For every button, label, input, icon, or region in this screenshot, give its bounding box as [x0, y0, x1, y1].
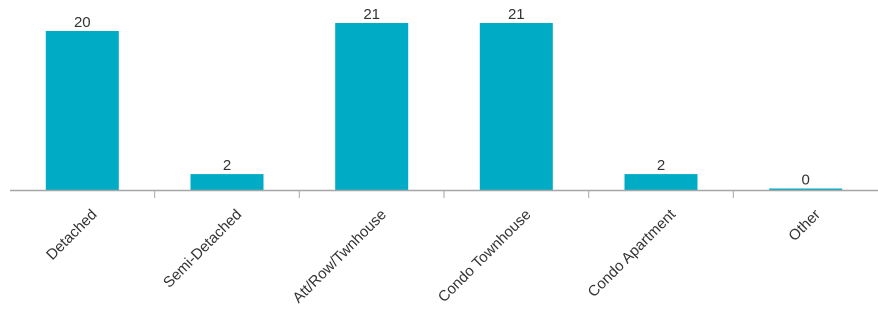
x-axis-tick-labels-group: Detached Semi-Detached Att/Row/Twnhouse Con… — [43, 206, 824, 307]
bar-detached — [45, 31, 119, 190]
bar-semi-detached — [190, 174, 264, 190]
data-label-other: 0 — [802, 172, 810, 189]
data-label-semi-detached: 2 — [223, 157, 231, 174]
bar-condo-townhouse — [479, 23, 553, 190]
tick-label-semi-detached: Semi-Detached — [160, 206, 245, 291]
bar-condo-apartment — [624, 174, 698, 190]
tick-label-condo-apartment: Condo Apartment — [585, 206, 680, 301]
data-label-condo-townhouse: 21 — [508, 6, 525, 23]
bars-group — [45, 23, 843, 190]
tick-label-other: Other — [785, 206, 824, 245]
bar-other — [769, 188, 843, 190]
bar-att-row-twnhouse — [335, 23, 409, 190]
tick-label-detached: Detached — [43, 206, 100, 263]
data-label-detached: 20 — [74, 14, 91, 31]
x-axis-ticks-group — [154, 190, 734, 198]
tick-label-condo-townhouse: Condo Townhouse — [435, 206, 535, 306]
data-label-att-row-twnhouse: 21 — [363, 6, 380, 23]
tick-label-att-row-twnhouse: Att/Row/Twnhouse — [289, 206, 389, 306]
data-label-condo-apartment: 2 — [657, 157, 665, 174]
